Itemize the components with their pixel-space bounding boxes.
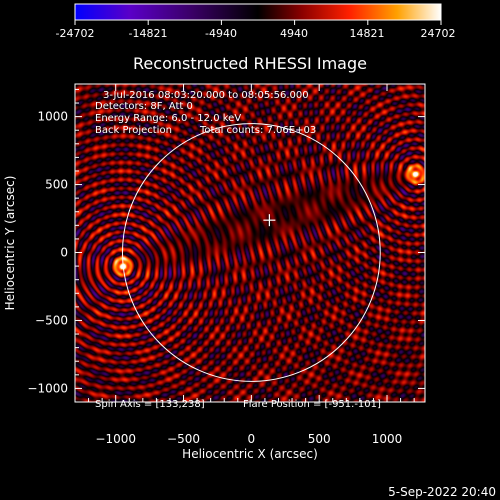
x-axis-label: Heliocentric X (arcsec) <box>182 447 318 461</box>
x-axis-ticks: −1000 −500 0 500 1000 <box>88 84 415 446</box>
y-axis-label: Heliocentric Y (arcsec) <box>3 176 17 311</box>
timestamp: 5-Sep-2022 20:40 <box>388 485 496 499</box>
annotation-total-counts: Total counts: 7.06E+03 <box>199 125 316 136</box>
colorbar-tick-label-4: 14821 <box>350 27 385 40</box>
colorbar-tick-label-1: -14821 <box>129 27 168 40</box>
plot-frame <box>74 83 426 403</box>
y-axis-ticks: 1000 500 0 −500 −1000 <box>27 88 425 395</box>
annotation-method: Back Projection <box>95 125 172 136</box>
y-tick-label-2: 0 <box>60 246 68 260</box>
colorbar-tick-label-3: 4940 <box>280 27 308 40</box>
heatmap-image <box>75 84 425 402</box>
y-tick-label-4: −1000 <box>27 381 68 395</box>
colorbar-ticks <box>74 20 442 25</box>
annotation-spin-axis: Spin Axis = [133,238] <box>95 399 205 410</box>
y-tick-label-0: 1000 <box>37 110 68 124</box>
annotation-flare-position: Flare Position = [-951.-101] <box>243 399 381 410</box>
annotation-time-range: 3-Jul-2016 08:03:20.000 to 08:05:56.000 <box>103 90 309 101</box>
x-tick-label-2: 0 <box>248 432 256 446</box>
annotation-detectors: Detectors: 8F, Att 0 <box>95 101 193 112</box>
annotation-energy-range: Energy Range: 6.0 - 12.0 keV <box>95 113 241 124</box>
x-tick-label-0: −1000 <box>95 432 136 446</box>
x-tick-label-1: −500 <box>167 432 200 446</box>
colorbar-tick-label-5: 24702 <box>421 27 456 40</box>
solar-disk-limb <box>121 123 381 382</box>
y-tick-label-3: −500 <box>35 313 68 327</box>
y-tick-label-1: 500 <box>45 178 68 192</box>
colorbar <box>74 3 442 21</box>
chart-title: Reconstructed RHESSI Image <box>133 54 367 73</box>
x-tick-label-4: 1000 <box>372 432 403 446</box>
spin-axis-crosshair <box>263 214 276 227</box>
colorbar-tick-label-0: -24702 <box>56 27 95 40</box>
colorbar-tick-label-2: -4940 <box>205 27 237 40</box>
x-tick-label-3: 500 <box>308 432 331 446</box>
